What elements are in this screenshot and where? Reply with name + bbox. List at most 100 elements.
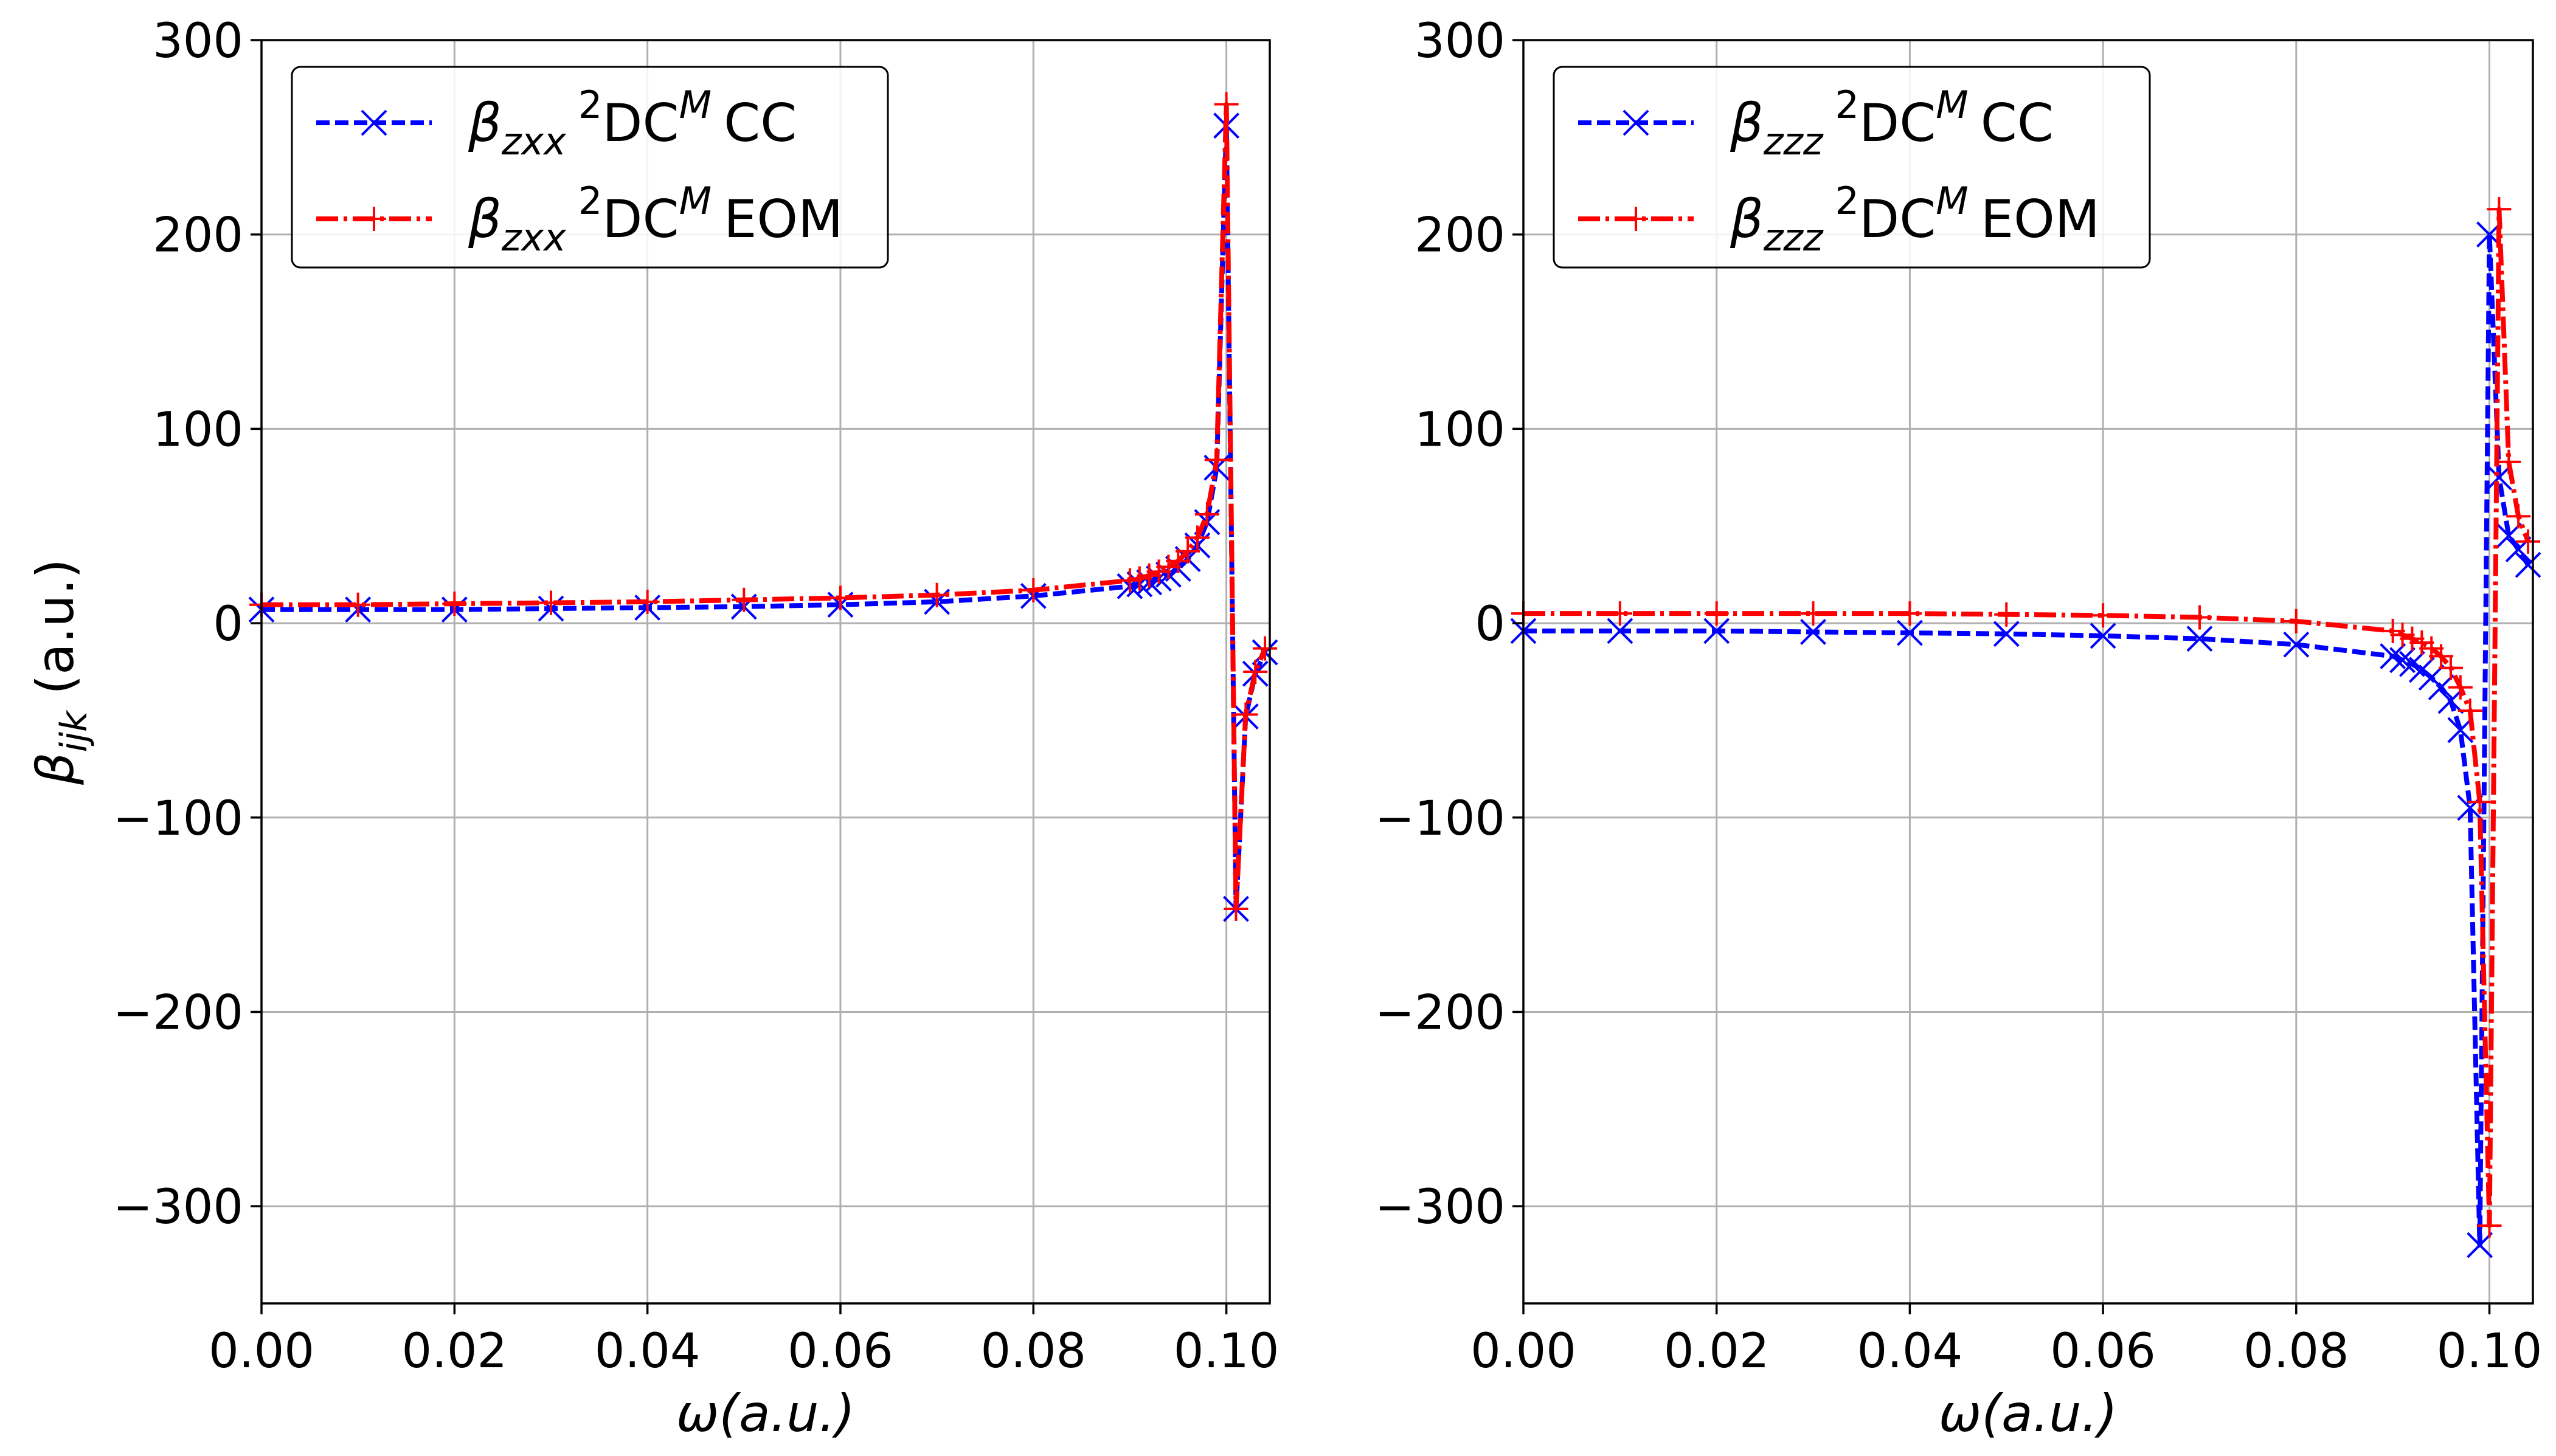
y-axis-label: βijk (a.u.) [26, 559, 95, 785]
data-point-marker [2284, 609, 2308, 633]
series-cc [1510, 221, 2541, 1258]
y-tick-label: −200 [1375, 985, 1505, 1040]
legend-symbol: β [1730, 93, 1764, 154]
data-point-marker [1994, 602, 2019, 627]
data-point-marker [2437, 688, 2464, 714]
legend-symbol: β [1730, 189, 1764, 250]
legend-symbol: β [468, 93, 502, 154]
legend-box [1553, 66, 2151, 269]
axes-frame [260, 39, 1271, 1305]
data-point-marker [2496, 449, 2521, 474]
series-eom [249, 92, 1278, 922]
legend-suffix: CC [1981, 93, 2054, 154]
data-point-marker [2448, 675, 2473, 700]
data-point-marker [1137, 563, 1162, 588]
y-axis-units: (a.u.) [26, 559, 85, 711]
legend-label-1: βzxx2DCM EOM [468, 179, 843, 260]
data-point-marker [828, 585, 853, 610]
data-point-marker [1607, 601, 1632, 626]
x-tick-label: 0.04 [595, 1324, 701, 1379]
series-eom [1511, 197, 2541, 1238]
legend-suffix: EOM [1981, 189, 2100, 250]
legend-superscript: M [679, 179, 712, 223]
data-point-marker [2467, 790, 2492, 815]
data-point-marker [2091, 603, 2116, 628]
legend-subscript: zxx [501, 215, 567, 260]
data-point-marker [2186, 626, 2213, 652]
y-tick-label: 200 [153, 209, 243, 263]
y-tick-label: 300 [1415, 14, 1505, 69]
data-point-marker [2389, 647, 2416, 674]
data-point-marker [2438, 655, 2463, 680]
data-point-marker [1214, 92, 1239, 117]
data-point-marker [2457, 698, 2482, 723]
legend-superscript-prefix: 2 [578, 83, 602, 127]
legend-superscript-prefix: 2 [578, 179, 602, 223]
left-chart-panel: 0.00 0.02 0.04 0.06 0.08 0.10 −300 −200 −100 0 100… [26, 14, 1279, 1443]
data-point-marker [2429, 644, 2454, 669]
legend-label-0: βzzz2DCM CC [1730, 83, 2054, 164]
y-tick-label: −200 [113, 985, 243, 1040]
legend-superscript: M [1936, 83, 1969, 127]
data-point-marker [1897, 601, 1922, 626]
data-point-marker [2090, 623, 2116, 649]
data-point-marker [2515, 551, 2541, 578]
data-point-marker [2409, 630, 2434, 655]
data-point-marker [1176, 539, 1200, 564]
legend-superscript: M [1936, 179, 1969, 223]
legend-box [291, 66, 889, 269]
data-point-marker [1127, 566, 1152, 591]
axes-frame [1522, 39, 2534, 1305]
y-tick-label: 0 [213, 597, 243, 652]
right-chart-panel: 0.00 0.02 0.04 0.06 0.08 0.10 −300 −200 −100 0 100… [1375, 14, 2543, 1443]
legend-main-label: DC [1859, 93, 1936, 154]
data-point-marker [1800, 619, 1826, 645]
x-axis-label: ω(a.u.) [676, 1384, 855, 1443]
y-tick-label: 0 [1475, 597, 1505, 652]
data-point-marker [1166, 548, 1191, 573]
legend-suffix: CC [724, 93, 797, 154]
data-point-marker [924, 582, 949, 607]
data-point-marker [1194, 502, 1219, 527]
y-tick-label: −100 [113, 792, 243, 846]
data-point-marker [2487, 197, 2512, 222]
data-point-marker [2380, 643, 2406, 669]
legend-label-0: βzxx2DCM CC [468, 83, 797, 164]
y-tick-label: −300 [113, 1180, 243, 1235]
data-point-marker [1703, 618, 1730, 644]
y-tick-label: 100 [1415, 402, 1505, 457]
data-point-marker [1021, 578, 1046, 602]
x-tick-label: 0.08 [2243, 1324, 2349, 1379]
legend-marker-sample [1623, 109, 1649, 136]
x-tick-label: 0.10 [1174, 1324, 1280, 1379]
data-point-marker [1801, 601, 1826, 626]
data-point-marker [2380, 618, 2405, 643]
data-point-marker [2485, 464, 2512, 491]
data-point-marker [1146, 559, 1171, 584]
data-point-marker [1233, 702, 1258, 727]
x-tick-label: 0.08 [980, 1324, 1086, 1379]
x-tick-label: 0.02 [401, 1324, 507, 1379]
legend-label-1: βzzz2DCM EOM [1730, 179, 2100, 260]
y-tick-label: 100 [153, 402, 243, 457]
x-tick-label: 0.06 [788, 1324, 893, 1379]
y-tick-label: −100 [1375, 792, 1505, 846]
legend-main-label: DC [602, 189, 679, 250]
x-tick-label: 0.00 [1470, 1324, 1576, 1379]
x-tick-label: 0.10 [2437, 1324, 2543, 1379]
data-point-marker [635, 589, 660, 614]
legend-superscript-prefix: 2 [1835, 179, 1859, 223]
series-line [1523, 232, 2530, 1248]
data-point-marker [732, 587, 757, 612]
legend-suffix: EOM [724, 189, 843, 250]
data-point-marker [2516, 529, 2541, 554]
data-point-marker [345, 592, 370, 617]
legend-marker-sample [362, 207, 386, 231]
legend-symbol: β [468, 189, 502, 250]
legend-main-label: DC [602, 93, 679, 154]
data-point-marker [2428, 674, 2454, 700]
data-point-marker [2495, 522, 2522, 549]
legend-marker-sample [1624, 207, 1648, 231]
data-point-marker [1204, 447, 1229, 472]
